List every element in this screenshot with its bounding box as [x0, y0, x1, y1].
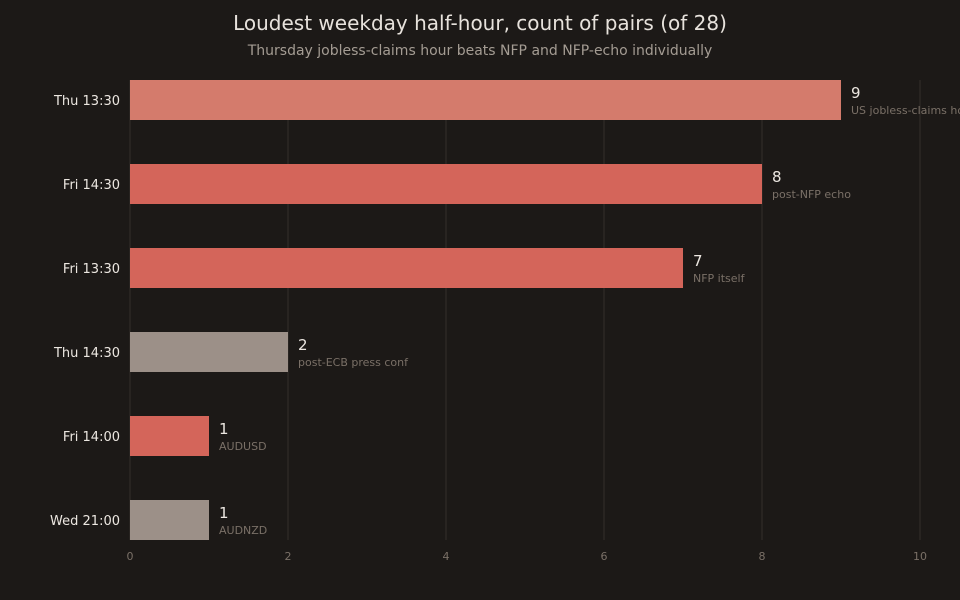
x-tick-label: 8 — [759, 550, 766, 563]
x-tick-label: 2 — [285, 550, 292, 563]
x-tick-label: 4 — [443, 550, 450, 563]
bar — [130, 416, 209, 456]
x-tick-label: 0 — [127, 550, 134, 563]
bar — [130, 332, 288, 372]
category-label: Wed 21:00 — [50, 514, 120, 529]
value-label: 1 — [219, 504, 229, 522]
annotation-label: post-NFP echo — [772, 188, 851, 201]
gridlines — [129, 80, 921, 540]
category-label: Fri 14:00 — [63, 430, 120, 445]
value-label: 2 — [298, 336, 308, 354]
bar — [130, 164, 762, 204]
value-label: 8 — [772, 168, 782, 186]
value-label: 9 — [851, 84, 861, 102]
category-label: Fri 13:30 — [63, 262, 120, 277]
annotation-label: NFP itself — [693, 272, 746, 285]
chart-subtitle: Thursday jobless-claims hour beats NFP a… — [247, 43, 713, 59]
bar — [130, 500, 209, 540]
x-axis: 0 2 4 6 8 10 — [127, 550, 928, 563]
chart-title: Loudest weekday half-hour, count of pair… — [233, 11, 727, 35]
annotation-label: post-ECB press conf — [298, 356, 409, 369]
x-tick-label: 10 — [913, 550, 927, 563]
category-label: Fri 14:30 — [63, 178, 120, 193]
bar — [130, 80, 841, 120]
annotation-label: US jobless-claims hour — [851, 104, 960, 117]
value-label: 1 — [219, 420, 229, 438]
annotation-label: AUDUSD — [219, 440, 267, 453]
bars: Thu 13:30 9 US jobless-claims hour Fri 14:3… — [50, 80, 960, 540]
annotation-label: AUDNZD — [219, 524, 267, 537]
x-tick-label: 6 — [601, 550, 608, 563]
value-label: 7 — [693, 252, 703, 270]
category-label: Thu 14:30 — [53, 346, 120, 361]
bar — [130, 248, 683, 288]
category-label: Thu 13:30 — [53, 94, 120, 109]
